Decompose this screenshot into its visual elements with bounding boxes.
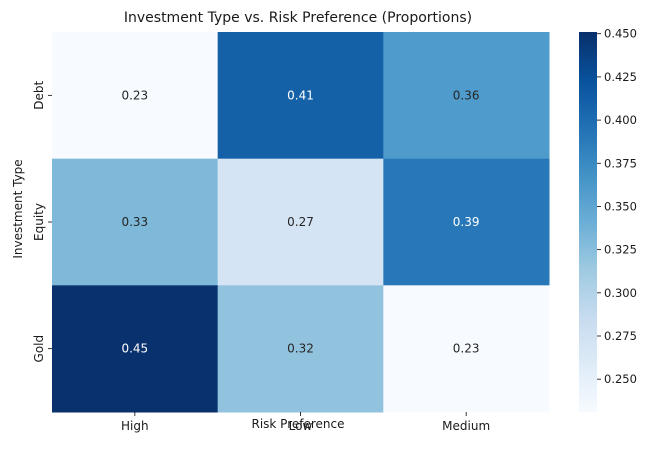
heatmap-cell-labels: 0.23 0.41 0.36 0.33 0.27 0.39 0.45 0.32 0.23 — [121, 88, 479, 355]
colorbar-tick-label: 0.325 — [604, 243, 637, 257]
x-axis-label: Risk Preference — [251, 417, 344, 431]
y-tick-label: Debt — [32, 81, 46, 110]
x-tick-label: Medium — [442, 419, 490, 433]
colorbar — [579, 32, 597, 412]
colorbar-tick-label: 0.350 — [604, 199, 637, 213]
colorbar-tick-label: 0.300 — [604, 286, 637, 300]
heatmap-cells — [52, 32, 550, 413]
colorbar-tick-label: 0.375 — [604, 156, 637, 170]
colorbar-ticks: 0.250 0.275 0.300 0.325 0.350 0.375 0.400 0.425… — [597, 27, 637, 386]
heatmap-cell — [383, 285, 550, 413]
y-axis-label: Investment Type — [11, 159, 25, 258]
x-tick-label: High — [121, 419, 149, 433]
heatmap-cell — [52, 285, 219, 413]
heatmap-cell — [52, 32, 219, 160]
chart-title: Investment Type vs. Risk Preference (Pro… — [124, 10, 472, 26]
cell-value-label: 0.41 — [287, 88, 314, 102]
heatmap-cell — [52, 158, 219, 286]
x-axis: High Low Medium — [121, 412, 490, 433]
x-tick-label: Low — [289, 419, 313, 433]
colorbar-tick-label: 0.250 — [604, 372, 637, 386]
colorbar-tick-label: 0.400 — [604, 113, 637, 127]
cell-value-label: 0.45 — [121, 342, 148, 356]
colorbar-tick-label: 0.275 — [604, 329, 637, 343]
y-axis: Debt Equity Gold — [32, 81, 52, 363]
y-tick-label: Gold — [32, 335, 46, 363]
colorbar-tick-label: 0.450 — [604, 27, 637, 41]
cell-value-label: 0.39 — [453, 215, 480, 229]
y-tick-label: Equity — [32, 203, 46, 241]
cell-value-label: 0.32 — [287, 342, 314, 356]
heatmap-cell — [217, 32, 384, 160]
colorbar-tick-label: 0.425 — [604, 70, 637, 84]
cell-value-label: 0.36 — [453, 88, 480, 102]
cell-value-label: 0.23 — [121, 88, 148, 102]
heatmap-cell — [383, 158, 550, 286]
cell-value-label: 0.23 — [453, 342, 480, 356]
heatmap-cell — [383, 32, 550, 160]
heatmap-cell — [217, 158, 384, 286]
cell-value-label: 0.27 — [287, 215, 314, 229]
heatmap-cell — [217, 285, 384, 413]
cell-value-label: 0.33 — [121, 215, 148, 229]
